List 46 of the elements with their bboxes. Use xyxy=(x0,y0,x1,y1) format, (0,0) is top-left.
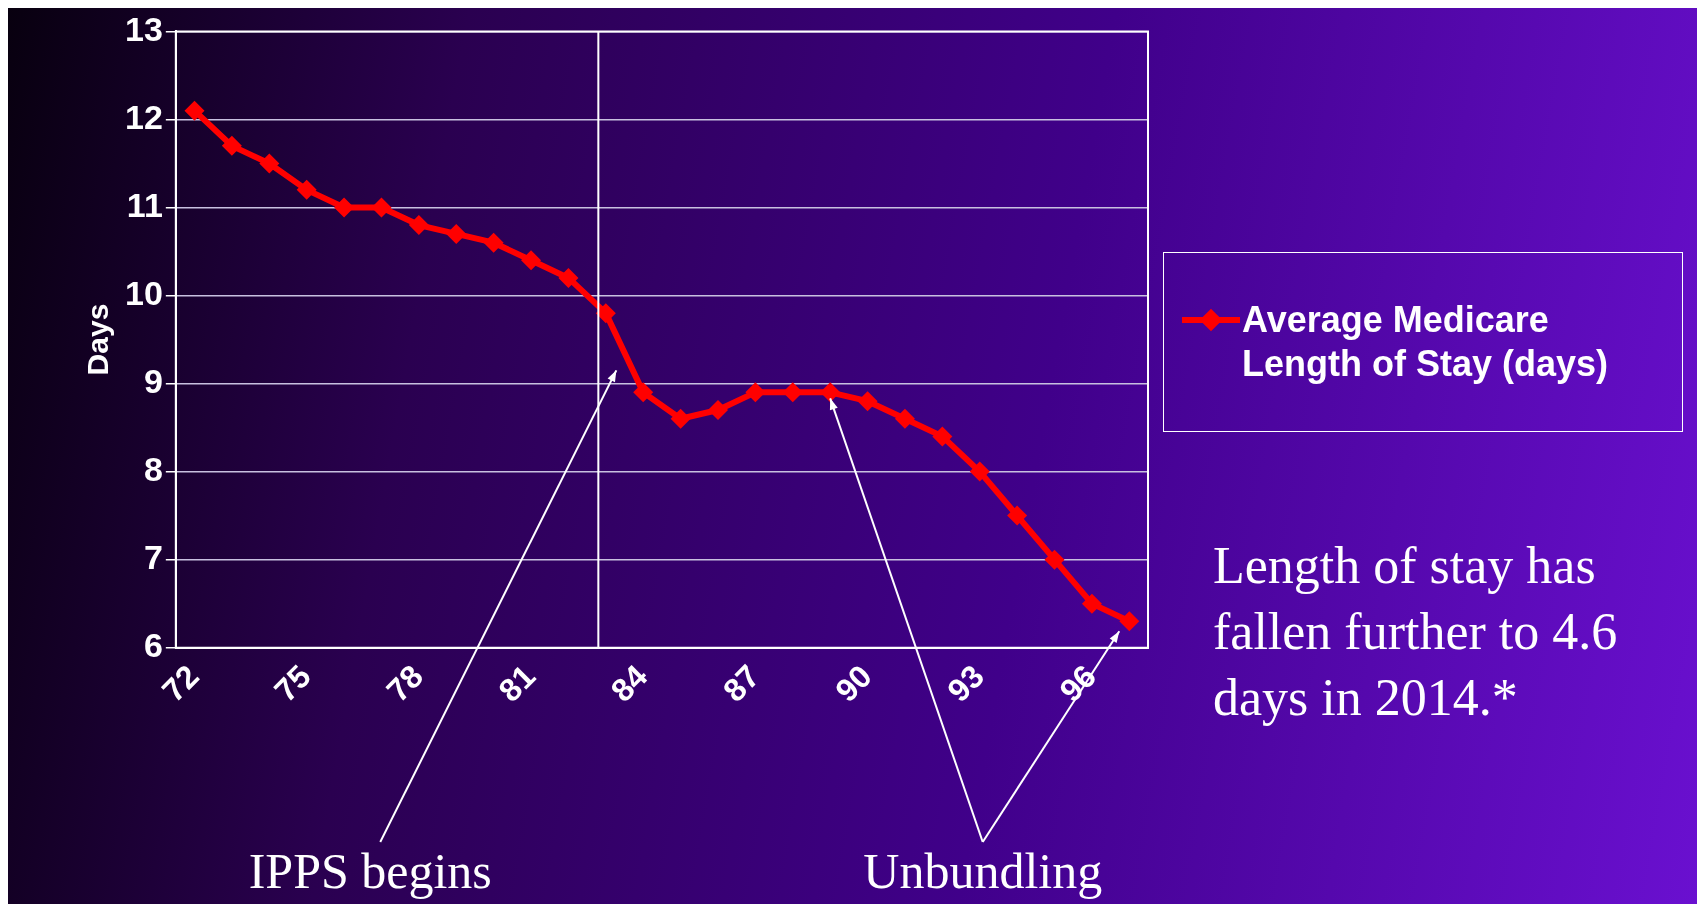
point xyxy=(894,408,915,429)
x-tick-label: 75 xyxy=(267,657,318,709)
point xyxy=(1044,549,1065,570)
point xyxy=(221,135,242,156)
y-tick-label: 8 xyxy=(143,449,163,488)
y-tick-label: 10 xyxy=(124,273,163,312)
x-tick-label: 84 xyxy=(603,657,655,709)
point xyxy=(558,267,579,288)
point xyxy=(932,426,953,447)
x-tick-label: 87 xyxy=(715,657,767,709)
point xyxy=(296,179,317,200)
text: IPPS begins xyxy=(248,843,492,900)
point xyxy=(1007,505,1028,526)
point xyxy=(782,382,803,403)
legend-label: Average Medicare Length of Stay (days) xyxy=(1242,298,1610,386)
point xyxy=(745,382,766,403)
point xyxy=(857,391,878,412)
x-tick-label: 81 xyxy=(491,657,543,709)
point xyxy=(595,303,616,324)
point xyxy=(1081,593,1102,614)
annotation: Unbundling xyxy=(863,843,1103,900)
point xyxy=(446,223,467,244)
point xyxy=(670,408,691,429)
y-tick-label: 9 xyxy=(143,361,163,400)
point xyxy=(1119,611,1140,632)
x-tick-label: 93 xyxy=(940,657,991,709)
x-tick-label: 78 xyxy=(379,657,431,709)
point xyxy=(408,215,429,236)
point xyxy=(184,100,205,121)
point xyxy=(259,153,280,174)
point xyxy=(820,382,841,403)
point xyxy=(483,232,504,253)
point xyxy=(633,382,654,403)
point xyxy=(969,461,990,482)
y-tick-label: 12 xyxy=(124,97,163,136)
x-tick-label: 96 xyxy=(1052,657,1104,709)
point xyxy=(708,399,728,420)
text: Length of stay has fallen further to 4.6 days in 2014.* xyxy=(1213,536,1619,728)
point xyxy=(334,197,355,218)
y-tick-label: 13 xyxy=(124,9,163,48)
y-tick-label: 7 xyxy=(143,538,163,577)
point xyxy=(371,197,392,218)
y-axis-title: Days xyxy=(81,303,115,376)
point xyxy=(521,250,542,271)
x-tick-label: 90 xyxy=(828,657,879,709)
y-tick-label: 11 xyxy=(126,185,163,224)
